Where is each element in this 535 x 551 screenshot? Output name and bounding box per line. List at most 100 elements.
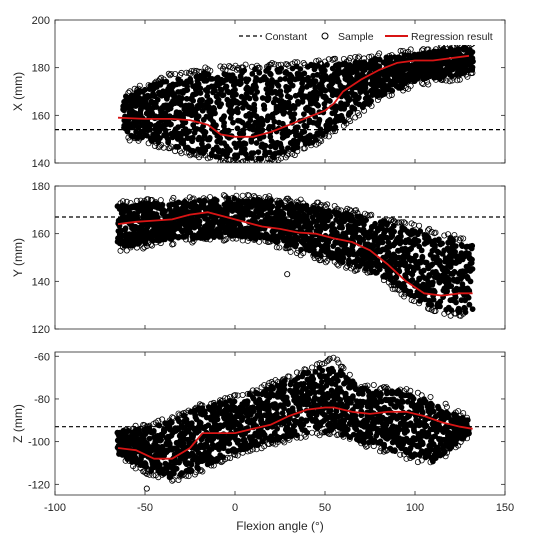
sample-point — [164, 79, 169, 84]
sample-point — [470, 56, 475, 61]
sample-point — [230, 120, 235, 125]
sample-point — [304, 430, 309, 435]
sample-point — [270, 204, 275, 209]
sample-point — [232, 399, 237, 404]
sample-point — [291, 116, 296, 121]
sample-point — [420, 254, 425, 259]
sample-point — [288, 95, 293, 100]
sample-point — [324, 62, 329, 67]
sample-point — [157, 423, 162, 428]
sample-point — [331, 80, 336, 85]
sample-point — [421, 268, 426, 273]
sample-point — [469, 260, 474, 265]
sample-point — [320, 368, 325, 373]
sample-point — [292, 106, 297, 111]
sample-point — [453, 300, 458, 305]
sample-point — [280, 411, 285, 416]
sample-point — [449, 284, 454, 289]
sample-point — [235, 106, 240, 111]
sample-point — [189, 468, 194, 473]
sample-point — [305, 398, 310, 403]
sample-point — [245, 399, 250, 404]
y-tick-label: 160 — [32, 110, 50, 122]
sample-point — [261, 103, 266, 108]
sample-point — [197, 219, 202, 224]
sample-point — [467, 302, 472, 307]
sample-point — [432, 243, 437, 248]
sample-point — [294, 242, 299, 247]
sample-point — [309, 225, 314, 230]
sample-point — [227, 441, 232, 446]
sample-point — [310, 108, 315, 113]
sample-point — [260, 122, 265, 127]
sample-point — [166, 138, 171, 143]
sample-point — [174, 466, 179, 471]
sample-point — [470, 243, 475, 248]
sample-point — [468, 279, 473, 284]
sample-point — [301, 112, 306, 117]
sample-point — [284, 395, 289, 400]
y-axis-label: X (mm) — [11, 72, 25, 111]
sample-point — [221, 446, 226, 451]
sample-point — [470, 266, 475, 271]
sample-point — [470, 307, 475, 312]
sample-point — [418, 229, 423, 234]
sample-point — [255, 89, 260, 94]
sample-point — [168, 122, 173, 127]
sample-point — [319, 379, 324, 384]
sample-point — [256, 150, 261, 155]
sample-point — [171, 471, 176, 476]
sample-point — [392, 229, 397, 234]
sample-point — [327, 98, 332, 103]
sample-point — [416, 238, 421, 243]
sample-point — [190, 435, 195, 440]
sample-point — [243, 440, 248, 445]
sample-point — [203, 130, 208, 135]
sample-point — [449, 308, 454, 313]
y-tick-label: 140 — [32, 276, 50, 288]
sample-point — [226, 128, 231, 133]
sample-point — [346, 258, 351, 263]
sample-point — [246, 77, 251, 82]
sample-point — [342, 106, 347, 111]
sample-point — [238, 81, 243, 86]
sample-point — [285, 402, 290, 407]
sample-point — [323, 88, 328, 93]
sample-point — [311, 377, 316, 382]
sample-point — [347, 97, 352, 102]
sample-point — [208, 99, 213, 104]
sample-point — [440, 241, 445, 246]
sample-point — [240, 415, 245, 420]
sample-point — [322, 68, 327, 73]
sample-point — [253, 85, 258, 90]
sample-point — [243, 141, 248, 146]
sample-point — [326, 208, 331, 213]
sample-point — [257, 70, 262, 75]
sample-point — [278, 77, 283, 82]
sample-point — [324, 75, 329, 80]
sample-point — [356, 95, 361, 100]
sample-point — [278, 93, 283, 98]
sample-point — [148, 122, 153, 127]
sample-point — [388, 275, 393, 280]
sample-point — [281, 389, 286, 394]
sample-point — [298, 66, 303, 71]
sample-point — [402, 261, 407, 266]
sample-point — [302, 71, 307, 76]
y-tick-label: 160 — [32, 229, 50, 241]
sample-point — [311, 398, 316, 403]
sample-point — [275, 239, 280, 244]
sample-point — [198, 86, 203, 91]
sample-point — [160, 202, 165, 207]
sample-point — [299, 87, 304, 92]
sample-point — [190, 135, 195, 140]
sample-point — [155, 97, 160, 102]
sample-point — [123, 226, 128, 231]
sample-point — [286, 421, 291, 426]
sample-point — [266, 95, 271, 100]
sample-point — [386, 240, 391, 245]
sample-point — [282, 110, 287, 115]
